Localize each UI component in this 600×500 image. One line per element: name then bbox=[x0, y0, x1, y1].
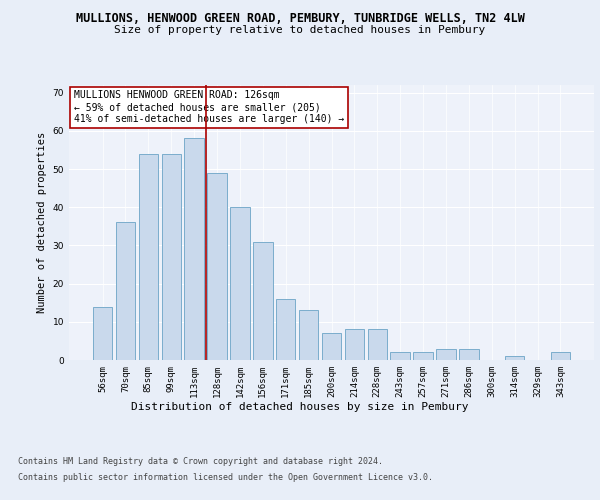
Text: MULLIONS HENWOOD GREEN ROAD: 126sqm
← 59% of detached houses are smaller (205)
4: MULLIONS HENWOOD GREEN ROAD: 126sqm ← 59… bbox=[74, 90, 344, 124]
Bar bbox=[116, 222, 135, 360]
Bar bbox=[322, 334, 341, 360]
Bar bbox=[253, 242, 272, 360]
Text: Distribution of detached houses by size in Pembury: Distribution of detached houses by size … bbox=[131, 402, 469, 412]
Bar bbox=[299, 310, 319, 360]
Bar bbox=[391, 352, 410, 360]
Bar bbox=[161, 154, 181, 360]
Y-axis label: Number of detached properties: Number of detached properties bbox=[37, 132, 47, 313]
Bar bbox=[436, 348, 455, 360]
Bar bbox=[505, 356, 524, 360]
Bar bbox=[276, 299, 295, 360]
Bar bbox=[208, 173, 227, 360]
Bar bbox=[551, 352, 570, 360]
Bar bbox=[230, 207, 250, 360]
Bar bbox=[413, 352, 433, 360]
Bar bbox=[184, 138, 204, 360]
Bar bbox=[459, 348, 479, 360]
Text: Contains HM Land Registry data © Crown copyright and database right 2024.: Contains HM Land Registry data © Crown c… bbox=[18, 458, 383, 466]
Bar bbox=[344, 330, 364, 360]
Bar bbox=[368, 330, 387, 360]
Text: Contains public sector information licensed under the Open Government Licence v3: Contains public sector information licen… bbox=[18, 472, 433, 482]
Bar bbox=[93, 306, 112, 360]
Bar bbox=[139, 154, 158, 360]
Text: MULLIONS, HENWOOD GREEN ROAD, PEMBURY, TUNBRIDGE WELLS, TN2 4LW: MULLIONS, HENWOOD GREEN ROAD, PEMBURY, T… bbox=[76, 12, 524, 26]
Text: Size of property relative to detached houses in Pembury: Size of property relative to detached ho… bbox=[115, 25, 485, 35]
